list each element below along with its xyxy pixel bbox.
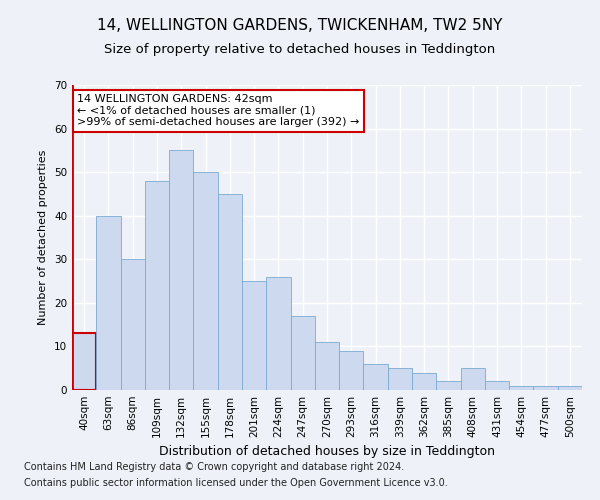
Bar xyxy=(412,372,436,390)
Text: 14, WELLINGTON GARDENS, TWICKENHAM, TW2 5NY: 14, WELLINGTON GARDENS, TWICKENHAM, TW2 … xyxy=(97,18,503,32)
Bar xyxy=(218,194,242,390)
Bar xyxy=(388,368,412,390)
Text: Contains HM Land Registry data © Crown copyright and database right 2024.: Contains HM Land Registry data © Crown c… xyxy=(24,462,404,472)
Bar xyxy=(145,181,169,390)
Bar xyxy=(509,386,533,390)
Bar xyxy=(533,386,558,390)
Bar xyxy=(169,150,193,390)
Bar xyxy=(436,382,461,390)
Bar xyxy=(315,342,339,390)
Bar xyxy=(290,316,315,390)
Y-axis label: Number of detached properties: Number of detached properties xyxy=(38,150,49,325)
Bar xyxy=(72,334,96,390)
Bar xyxy=(485,382,509,390)
Bar xyxy=(193,172,218,390)
Text: Contains public sector information licensed under the Open Government Licence v3: Contains public sector information licen… xyxy=(24,478,448,488)
Bar xyxy=(364,364,388,390)
Bar xyxy=(242,281,266,390)
Text: Size of property relative to detached houses in Teddington: Size of property relative to detached ho… xyxy=(104,42,496,56)
Bar xyxy=(266,276,290,390)
Bar xyxy=(339,351,364,390)
Text: 14 WELLINGTON GARDENS: 42sqm
← <1% of detached houses are smaller (1)
>99% of se: 14 WELLINGTON GARDENS: 42sqm ← <1% of de… xyxy=(77,94,359,128)
Bar xyxy=(461,368,485,390)
Bar xyxy=(121,260,145,390)
Bar xyxy=(558,386,582,390)
X-axis label: Distribution of detached houses by size in Teddington: Distribution of detached houses by size … xyxy=(159,446,495,458)
Bar xyxy=(96,216,121,390)
